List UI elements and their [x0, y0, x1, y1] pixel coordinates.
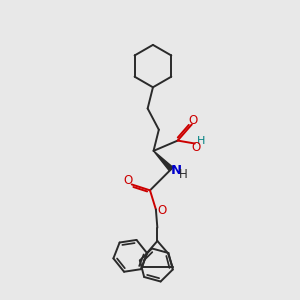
Text: O: O [191, 141, 201, 154]
Text: O: O [157, 204, 167, 218]
Polygon shape [154, 151, 173, 171]
Text: H: H [197, 136, 206, 146]
Text: O: O [188, 114, 197, 127]
Text: N: N [171, 164, 182, 177]
Text: H: H [178, 168, 188, 181]
Text: O: O [123, 174, 132, 187]
